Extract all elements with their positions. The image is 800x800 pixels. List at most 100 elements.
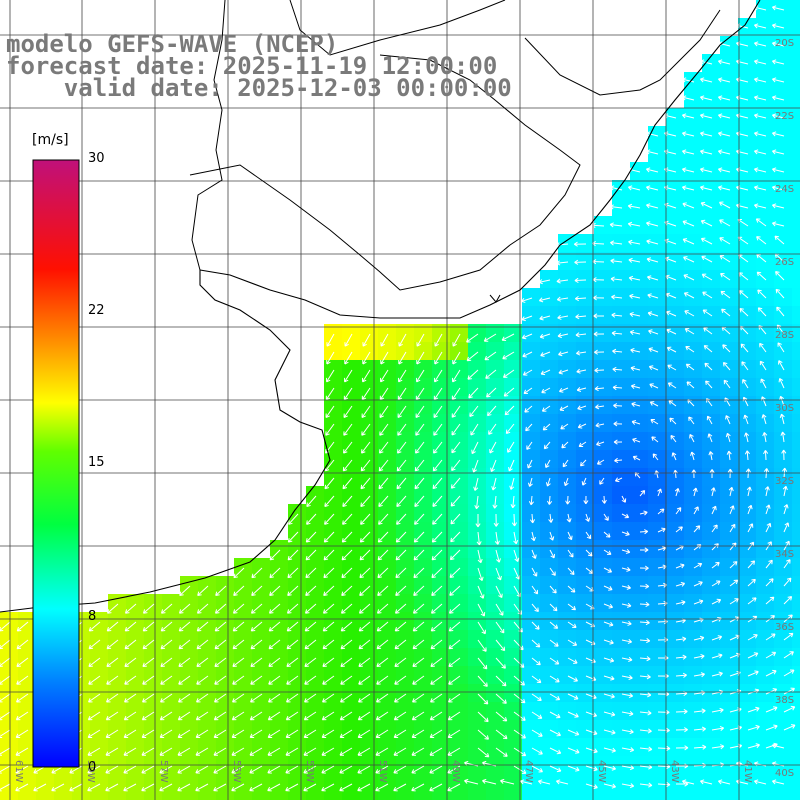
wind-cell bbox=[468, 378, 487, 397]
wind-arrow bbox=[357, 747, 371, 756]
wind-arrow bbox=[629, 293, 641, 299]
wind-arrow bbox=[646, 257, 659, 263]
wind-cell bbox=[594, 612, 613, 631]
wind-cell bbox=[414, 540, 433, 559]
wind-arrow bbox=[159, 729, 173, 738]
wind-cell bbox=[792, 360, 800, 379]
wind-cell bbox=[792, 234, 800, 253]
wind-arrow bbox=[15, 765, 29, 774]
wind-arrow bbox=[286, 675, 299, 685]
wind-arrow bbox=[267, 711, 281, 721]
wind-cell bbox=[252, 648, 271, 667]
wind-arrow bbox=[621, 656, 633, 662]
wind-arrow bbox=[775, 288, 785, 299]
wind-arrow bbox=[706, 415, 713, 425]
wind-arrow bbox=[693, 672, 705, 678]
wind-cell bbox=[486, 720, 505, 739]
wind-arrow bbox=[703, 345, 713, 353]
longitude-label: 49W bbox=[450, 760, 461, 783]
wind-cell bbox=[648, 594, 667, 613]
wind-cell bbox=[558, 630, 577, 649]
wind-arrow bbox=[15, 783, 29, 792]
wind-arrow bbox=[141, 765, 155, 774]
wind-arrow bbox=[268, 657, 281, 667]
wind-cell bbox=[594, 720, 613, 739]
wind-cell bbox=[612, 756, 631, 775]
wind-arrow bbox=[325, 387, 335, 401]
wind-arrow bbox=[412, 639, 425, 650]
wind-cell bbox=[792, 774, 800, 793]
wind-cell bbox=[612, 648, 631, 667]
wind-arrow bbox=[69, 783, 83, 792]
wind-arrow bbox=[523, 387, 533, 395]
wind-arrow bbox=[525, 423, 533, 432]
wind-arrow bbox=[646, 203, 659, 209]
latitude-label: 24S bbox=[775, 184, 794, 195]
wind-arrow bbox=[531, 603, 539, 613]
wind-cell bbox=[792, 306, 800, 325]
wind-arrow bbox=[647, 311, 659, 317]
wind-cell bbox=[126, 792, 145, 800]
wind-arrow bbox=[322, 675, 335, 685]
wind-cell bbox=[702, 684, 721, 703]
wind-arrow bbox=[448, 639, 461, 650]
wind-arrow bbox=[682, 220, 695, 227]
wind-cell bbox=[666, 684, 685, 703]
wind-cell bbox=[18, 720, 37, 739]
wind-arrow bbox=[325, 441, 335, 454]
wind-arrow bbox=[693, 562, 703, 569]
wind-cell bbox=[126, 666, 145, 685]
wind-arrow bbox=[540, 369, 551, 376]
wind-arrow bbox=[412, 693, 425, 703]
wind-arrow bbox=[0, 621, 11, 632]
wind-arrow bbox=[610, 276, 623, 282]
wind-cell bbox=[612, 522, 631, 541]
wind-arrow bbox=[610, 240, 623, 246]
wind-arrow bbox=[555, 779, 569, 785]
wind-cell bbox=[738, 666, 757, 685]
longitude-label: 55W bbox=[231, 760, 242, 783]
wind-cell bbox=[198, 684, 217, 703]
wind-arrow bbox=[717, 77, 731, 83]
wind-arrow bbox=[411, 729, 425, 738]
wind-arrow bbox=[530, 531, 536, 542]
wind-cell bbox=[558, 342, 577, 361]
wind-cell bbox=[324, 432, 343, 451]
wind-cell bbox=[558, 522, 577, 541]
wind-cell bbox=[18, 738, 37, 757]
wind-arrow bbox=[711, 580, 721, 587]
wind-arrow bbox=[594, 367, 605, 373]
wind-arrow bbox=[657, 488, 662, 497]
wind-arrow bbox=[585, 531, 592, 540]
wind-arrow bbox=[395, 549, 407, 561]
wind-cell bbox=[252, 702, 271, 721]
wind-arrow bbox=[141, 783, 155, 792]
wind-cell bbox=[792, 684, 800, 703]
wind-cell bbox=[594, 360, 613, 379]
wind-arrow bbox=[693, 726, 707, 732]
wind-cell bbox=[630, 648, 649, 667]
wind-arrow bbox=[747, 670, 759, 677]
wind-arrow bbox=[765, 504, 771, 515]
wind-arrow bbox=[549, 621, 559, 629]
wind-cell bbox=[450, 756, 469, 775]
wind-cell bbox=[486, 612, 505, 631]
wind-arrow bbox=[495, 621, 505, 634]
wind-arrow bbox=[376, 639, 389, 650]
wind-arrow bbox=[576, 368, 587, 374]
wind-arrow bbox=[159, 711, 173, 721]
wind-arrow bbox=[358, 603, 371, 614]
wind-arrow bbox=[495, 657, 506, 669]
wind-cell bbox=[630, 486, 649, 505]
wind-arrow bbox=[124, 639, 137, 650]
wind-cell bbox=[558, 594, 577, 613]
wind-arrow bbox=[378, 477, 389, 490]
wind-cell bbox=[432, 702, 451, 721]
wind-cell bbox=[774, 684, 793, 703]
wind-cell bbox=[666, 774, 685, 793]
wind-cell bbox=[180, 720, 199, 739]
wind-arrow bbox=[412, 657, 425, 667]
wind-arrow bbox=[669, 417, 677, 425]
wind-cell bbox=[234, 558, 253, 577]
wind-arrow bbox=[303, 765, 317, 774]
